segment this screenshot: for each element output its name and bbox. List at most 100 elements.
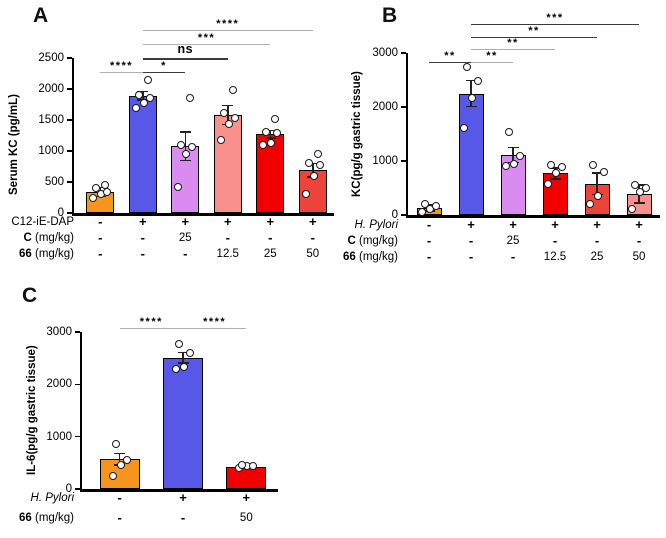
error-bar: [312, 163, 314, 178]
y-tick-label: 3000: [372, 47, 398, 59]
x-row-value: -: [310, 230, 315, 245]
significance-line: [429, 61, 471, 63]
significance-line: [471, 61, 513, 63]
significance-line: [183, 328, 247, 330]
significance-label: ****: [203, 316, 227, 328]
bar: [226, 467, 267, 489]
data-point: [474, 77, 482, 86]
panel-c-chart: 0 1000 2000 3000 IL-6(pg/g gastric tissue) **…: [0, 280, 340, 538]
x-row-value: 25: [263, 248, 277, 260]
significance-label: ****: [109, 60, 134, 72]
x-row-value: +: [308, 214, 317, 229]
bar: [584, 183, 610, 215]
x-axis-line: [72, 213, 334, 216]
panel-a-chart: 0 500 1000 1500 2000 2500 Serum KC (pg/mL) ****…: [0, 0, 340, 280]
data-point: [589, 160, 597, 169]
error-bar: [596, 172, 598, 195]
x-row-value: 12.5: [543, 251, 567, 263]
significance-line: [100, 72, 143, 74]
error-bar-cap-top: [179, 131, 191, 133]
significance-label: **: [486, 49, 498, 62]
x-row-value: +: [242, 490, 251, 505]
significance-label: ***: [546, 12, 564, 24]
significance-label: *: [161, 60, 167, 72]
error-bar-cap-top: [465, 79, 477, 82]
error-bar: [470, 80, 472, 107]
data-point: [586, 200, 594, 209]
x-row-label: H. Pylori: [30, 492, 74, 504]
bar: [213, 115, 242, 213]
x-row-label: C (mg/kg): [347, 235, 398, 247]
bar: [163, 357, 203, 489]
y-tick-label: 2500: [38, 52, 64, 64]
y-tick-label: 0: [57, 207, 64, 219]
data-point: [103, 187, 112, 196]
x-row-value: -: [510, 249, 516, 264]
significance-line: [142, 30, 313, 32]
x-row-label: 66 (mg/kg): [19, 512, 74, 524]
y-tick-mark: [401, 214, 406, 216]
y-axis-title: KC(pg/g gastric tissue): [351, 71, 363, 197]
y-tick-label: 1000: [372, 155, 398, 167]
data-point: [262, 127, 271, 136]
data-point: [510, 159, 518, 168]
bar: [458, 93, 484, 215]
y-axis-line: [72, 58, 74, 213]
data-point: [180, 363, 188, 372]
data-point: [175, 340, 183, 349]
y-tick-label: 2000: [372, 101, 398, 113]
error-bar-cap-top: [591, 172, 603, 174]
y-axis-line: [80, 332, 82, 489]
x-row-value: -: [117, 490, 122, 505]
y-tick-mark: [67, 57, 72, 59]
error-bar-cap-top: [177, 351, 189, 354]
y-tick-mark: [67, 181, 72, 183]
data-point: [186, 93, 195, 102]
data-point: [313, 150, 322, 159]
x-row-value: +: [179, 490, 187, 505]
bar: [542, 173, 568, 215]
data-point: [122, 455, 131, 464]
error-bar-cap-bottom: [179, 159, 191, 162]
x-row-value: -: [225, 230, 230, 245]
significance-line: [142, 58, 228, 61]
data-point: [224, 119, 233, 128]
x-row-value: 25: [178, 232, 192, 244]
data-point: [230, 114, 239, 123]
x-row-value: -: [468, 249, 474, 264]
data-point: [468, 94, 476, 103]
x-row-value: 25: [590, 251, 604, 263]
data-point: [182, 150, 191, 159]
x-row-value: -: [426, 233, 432, 248]
data-point: [108, 471, 117, 480]
x-row-value: 25: [506, 235, 520, 247]
x-row-label: C12-iE-DAP: [11, 216, 74, 228]
significance-label: **: [507, 37, 519, 49]
data-point: [628, 205, 636, 214]
data-point: [460, 124, 468, 133]
error-bar: [269, 130, 271, 138]
data-point: [418, 207, 426, 216]
data-point: [301, 190, 310, 199]
x-row-label: 66 (mg/kg): [19, 248, 74, 260]
panel-b-chart: 0 1000 2000 3000 KC(pg/g gastric tissue) ** **…: [340, 0, 666, 280]
x-row-value: -: [98, 230, 103, 245]
x-row-value: -: [98, 246, 103, 261]
data-point: [516, 151, 524, 160]
data-point: [228, 85, 237, 94]
y-tick-mark: [401, 106, 406, 108]
y-tick-label: 1500: [38, 114, 64, 126]
significance-label: **: [444, 49, 456, 62]
data-point: [188, 143, 197, 152]
data-point: [131, 103, 140, 112]
y-tick-mark: [67, 88, 72, 90]
significance-line: [142, 44, 271, 46]
significance-label: ****: [216, 18, 240, 30]
x-row-value: -: [426, 249, 432, 264]
error-bar-cap-top: [549, 167, 561, 169]
data-point: [177, 140, 186, 149]
data-point: [219, 108, 228, 117]
data-point: [116, 461, 125, 470]
error-bar-cap-top: [264, 129, 276, 132]
y-tick-label: 0: [391, 209, 398, 221]
